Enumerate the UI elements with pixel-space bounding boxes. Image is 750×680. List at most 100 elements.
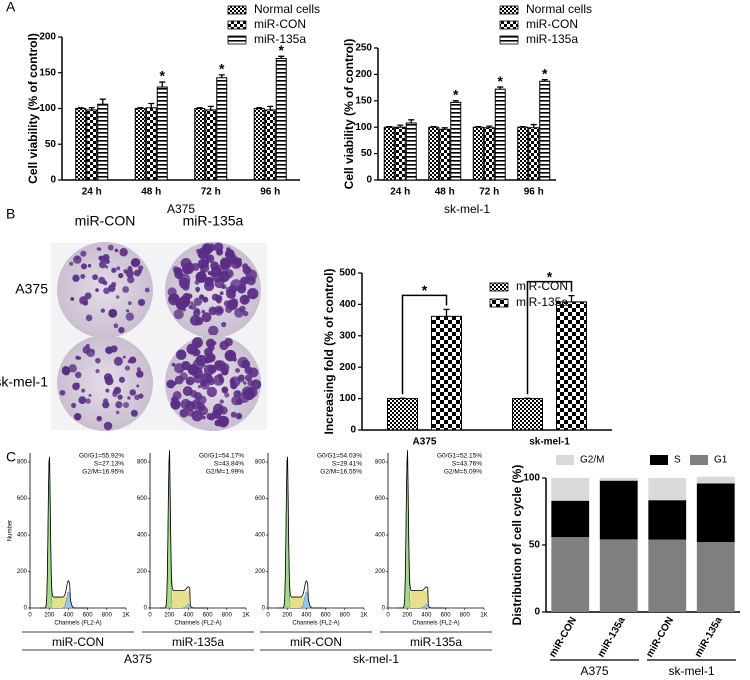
flow-stat: S=29.41% <box>332 461 362 468</box>
y-tick-label: 0 <box>50 175 56 186</box>
colony <box>219 378 224 383</box>
flow-stat: S=43.84% <box>214 461 244 468</box>
colony <box>179 408 189 418</box>
bar <box>86 109 98 181</box>
x-tick-label: sk-mel-1 <box>529 437 570 448</box>
error-bar <box>278 55 285 59</box>
significance-mark: * <box>279 42 285 58</box>
significance-mark: * <box>160 68 166 84</box>
flow-y-tick-label: 0 <box>24 606 28 612</box>
bar-segment <box>696 476 735 484</box>
flow-x-label: Channels (FL2-A) <box>292 621 339 627</box>
error-bar <box>568 294 575 302</box>
colony <box>187 364 199 376</box>
colony <box>232 357 237 362</box>
significance-mark: * <box>422 282 428 298</box>
bar <box>145 107 157 181</box>
flow-x-tick-label: 800 <box>102 613 113 619</box>
y-axis-label: Increasing fold (% of control) <box>322 268 336 434</box>
colony <box>77 356 82 360</box>
colony <box>185 376 195 386</box>
x-tick-label: miR-135a <box>596 615 628 659</box>
x-tick-label: 72 h <box>479 187 499 198</box>
colony <box>85 314 93 322</box>
colony <box>113 323 119 329</box>
flow-stat: G2/M=16.55% <box>320 469 362 476</box>
panel-label: C <box>6 449 16 465</box>
colony <box>80 273 86 279</box>
colony <box>73 255 82 264</box>
colony <box>195 354 207 366</box>
colony <box>198 250 205 256</box>
y-tick-label: 50 <box>45 139 57 150</box>
colony <box>200 381 205 385</box>
legend-swatch <box>556 455 574 465</box>
colony <box>88 393 92 397</box>
legend-swatch <box>690 455 708 465</box>
flow-group-label: miR-CON <box>290 635 342 649</box>
bar <box>194 108 206 181</box>
colony <box>219 291 224 296</box>
colony <box>251 379 262 390</box>
flow-stat: G0/G1=54.17% <box>199 453 244 460</box>
colony <box>102 280 108 286</box>
colony <box>170 396 179 404</box>
colony <box>193 392 203 401</box>
bar <box>472 126 484 181</box>
flow-x-tick-label: 0 <box>148 613 152 619</box>
legend-swatch <box>499 35 519 45</box>
legend-label: G2/M <box>580 455 604 466</box>
y-axis-label: Cell viability (% of control) <box>26 33 40 184</box>
colony <box>229 298 239 307</box>
colony <box>202 296 209 303</box>
colony <box>204 357 211 364</box>
bar <box>394 126 406 181</box>
colony <box>70 297 75 301</box>
colony <box>127 266 133 272</box>
flow-x-tick-label: 400 <box>63 613 74 619</box>
flow-y-tick-label: 200 <box>375 569 386 575</box>
colony <box>82 345 91 354</box>
flow-x-tick-label: 400 <box>301 613 312 619</box>
colony <box>84 292 92 300</box>
flow-y-tick-label: 0 <box>382 606 386 612</box>
colony <box>195 271 207 283</box>
bar-segment <box>551 478 590 501</box>
flow-x-tick-label: 800 <box>340 613 351 619</box>
bar <box>97 103 109 181</box>
colony <box>133 269 141 277</box>
colony <box>230 351 234 355</box>
x-tick-label: A375 <box>413 437 437 448</box>
flow-x-tick-label: 800 <box>222 613 233 619</box>
flow-x-tick-label: 1K <box>480 613 487 619</box>
colony <box>107 284 116 293</box>
colony <box>107 244 114 251</box>
colony <box>136 370 144 378</box>
row-label: sk-mel-1 <box>0 374 48 390</box>
colony <box>240 284 246 290</box>
colony <box>219 271 230 282</box>
flow-outline <box>159 450 208 609</box>
colony <box>179 372 188 381</box>
colony <box>61 366 71 376</box>
flow-y-tick-label: 600 <box>17 496 28 502</box>
y-tick-label: 50 <box>361 148 373 159</box>
colony <box>117 394 123 400</box>
colony <box>235 368 240 373</box>
colony <box>237 414 242 419</box>
flow-y-tick-label: 600 <box>137 496 148 502</box>
flow-s-area <box>172 590 191 608</box>
bar <box>134 108 146 181</box>
error-bar <box>77 107 84 109</box>
colony <box>92 274 99 281</box>
colony <box>231 293 236 298</box>
flow-y-tick-label: 0 <box>144 606 148 612</box>
colony <box>144 287 150 293</box>
row-label: A375 <box>15 281 48 297</box>
bar-segment <box>551 537 590 612</box>
flow-stat: G2/M=1.99% <box>206 469 244 476</box>
colony <box>115 401 123 409</box>
colony <box>203 364 215 376</box>
colony <box>222 284 227 289</box>
